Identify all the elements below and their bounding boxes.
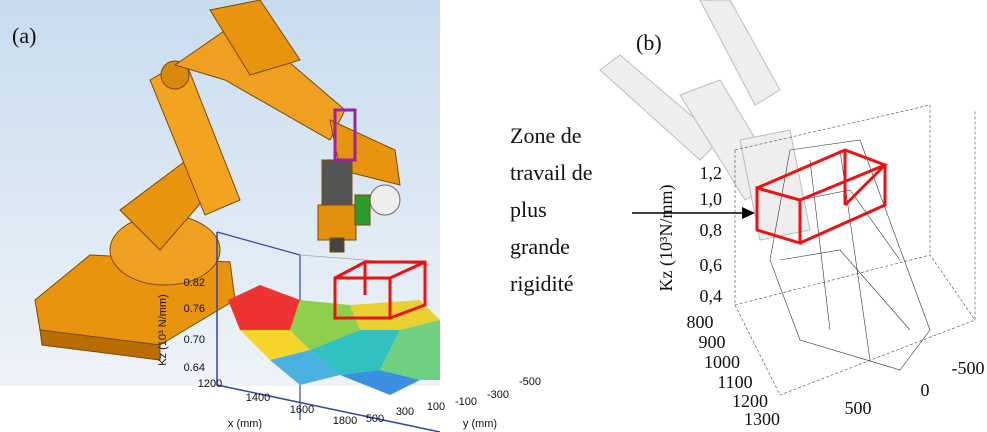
z-tick-label: 0.76 [184,303,205,315]
x-tick-label: 1600 [290,404,314,416]
x-axis-label: x (mm) [228,418,262,430]
annotation-line: rigidité [510,271,574,296]
robot [34,0,401,361]
arrow-head [742,207,755,219]
z-axis-label: Kz (10³N/mm) [656,185,677,292]
y-tick-label: 500 [366,413,384,425]
annotation-line: travail de [510,160,592,185]
y-axis-label: y (mm) [463,418,497,430]
y-tick-label: 0 [921,380,930,400]
panel-label: (b) [636,30,662,55]
x-tick-label: 1800 [333,415,357,427]
annotation-line: grande [510,234,570,259]
surface-plot-a [216,231,441,432]
z-tick-label: 0,6 [700,255,723,275]
z-tick-label: 1,0 [700,189,723,209]
annotation-line: Zone de [510,123,581,148]
y-tick-label: -100 [455,396,477,408]
x-tick-label: 1300 [744,409,780,429]
z-tick-label: 0.82 [184,277,205,289]
x-tick-label: 1100 [717,372,752,392]
y-tick-label: 100 [427,401,445,413]
z-axis-label: Kz (10³ N/mm) [157,294,169,366]
surface-b [769,139,931,371]
x-tick-label: 1200 [198,378,222,390]
z-tick-label: 0.64 [184,362,205,374]
x-tick-label: 1200 [732,391,768,411]
grid-b [734,104,976,396]
y-tick-label: 300 [396,406,414,418]
panel-label: (a) [12,23,36,48]
x-tick-label: 800 [687,312,714,332]
rigidity-box-b [755,148,888,246]
z-tick-label: 1,2 [700,163,723,183]
z-tick-label: 0,8 [700,220,723,240]
x-tick-label: 1400 [246,392,270,404]
y-tick-label: 500 [845,398,872,418]
y-tick-label: -300 [487,389,509,401]
z-tick-label: 0.70 [184,334,205,346]
x-tick-label: 1000 [704,352,740,372]
x-tick-label: 900 [699,332,726,352]
annotation-line: plus [510,197,547,222]
y-tick-label: -500 [952,358,985,378]
y-tick-label: -500 [519,376,541,388]
z-tick-label: 0,4 [700,286,723,306]
